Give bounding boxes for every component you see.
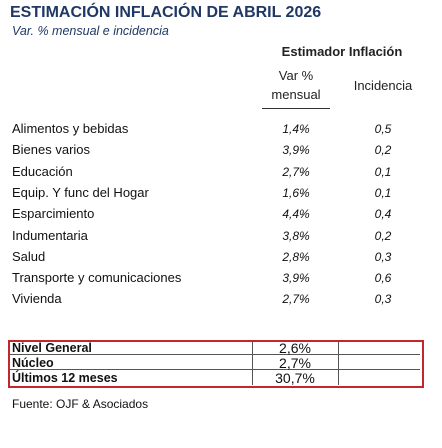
- summary-box: [8, 340, 424, 388]
- row-separator: [10, 354, 420, 355]
- row-label: Indumentaria: [12, 227, 88, 243]
- cell: 2,7%: [282, 292, 310, 307]
- column-separator: [338, 341, 339, 385]
- cell: 0,1: [374, 185, 392, 200]
- cell: 1,4%: [282, 122, 310, 136]
- cell: 3,8%: [282, 228, 310, 243]
- summary-label: Núcleo: [12, 356, 54, 370]
- summary-value: 2,7%: [279, 355, 311, 371]
- summary-label: Últimos 12 meses: [12, 371, 118, 385]
- cell: 3,9%: [282, 143, 310, 158]
- summary-value: 30,7%: [275, 370, 315, 386]
- column-separator: [252, 341, 253, 385]
- row-label: Educación: [12, 163, 73, 179]
- cell: 0,4: [374, 207, 392, 222]
- subtitle: Var. % mensual e incidencia: [12, 24, 169, 38]
- summary-value: 2,6%: [279, 340, 311, 356]
- row-label: Alimentos y bebidas: [12, 121, 129, 136]
- row-label: Equip. Y func del Hogar: [12, 184, 149, 200]
- source: Fuente: OJF & Asociados: [12, 397, 149, 411]
- cell: 4,4%: [282, 207, 310, 222]
- summary-label: Nivel General: [12, 341, 92, 355]
- cell: 3,9%: [282, 271, 310, 286]
- cell: 2,8%: [282, 249, 310, 264]
- cell: 0,1: [374, 164, 392, 179]
- column-header: Var % mensual: [271, 68, 321, 102]
- row-label: Bienes varios: [12, 142, 91, 158]
- header-rule: [262, 108, 330, 109]
- row-label: Salud: [12, 248, 46, 264]
- row-separator: [10, 369, 420, 370]
- cell: 2,7%: [282, 164, 310, 179]
- cell: 0,5: [374, 122, 392, 136]
- row-label: Esparcimiento: [12, 206, 95, 222]
- cell: 0,2: [374, 228, 392, 243]
- cell: 0,2: [374, 143, 392, 158]
- row-label: Vivienda: [12, 291, 62, 307]
- cell: 0,3: [374, 249, 392, 264]
- column-group: Estimador Inflación: [281, 44, 403, 59]
- row-label: Transporte y comunicaciones: [12, 270, 182, 286]
- cell: 0,3: [374, 292, 392, 307]
- title: ESTIMACIÓN INFLACIÓN DE ABRIL 2026: [10, 4, 322, 21]
- cell: 0,6: [374, 271, 392, 286]
- cell: 1,6%: [282, 185, 310, 200]
- column-header: Incidencia: [353, 78, 413, 93]
